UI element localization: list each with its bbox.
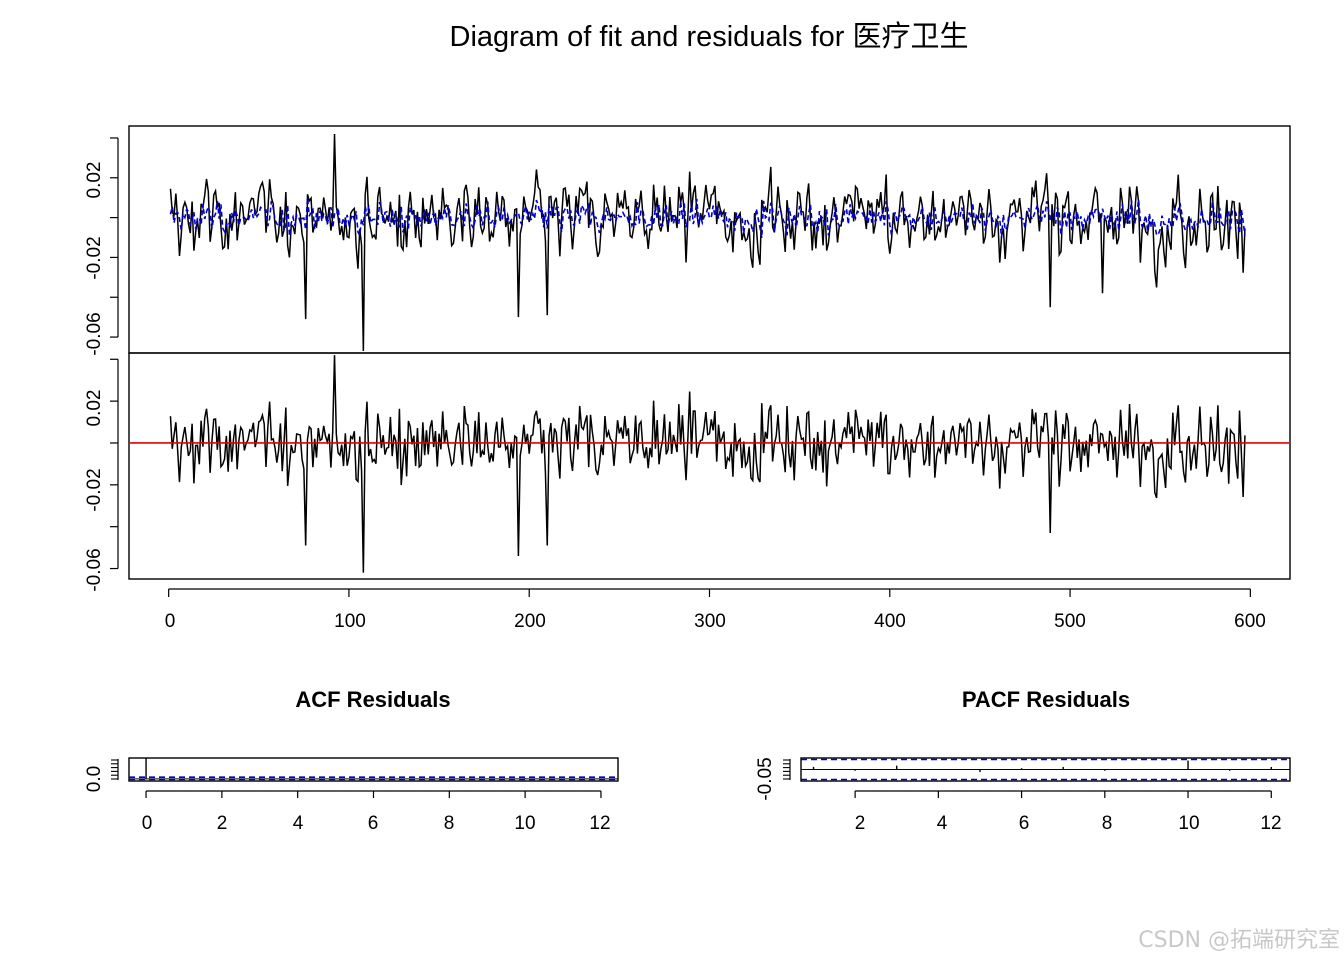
pacf-xtick-label: 10 (1178, 813, 1199, 834)
acf-xtick-label: 0 (142, 813, 153, 834)
res-xtick-label: 600 (1234, 611, 1266, 632)
acf-panel-frame (128, 757, 619, 782)
residuals-line (169, 355, 1246, 573)
fit-ytick-label: 0.02 (84, 162, 105, 199)
res-xtick-label: 400 (874, 611, 906, 632)
pacf-xtick-label: 2 (855, 813, 866, 834)
pacf-ytick-label: -0.05 (755, 757, 776, 800)
pacf-xtick-label: 8 (1102, 813, 1113, 834)
res-ytick-label: -0.02 (84, 468, 105, 511)
fit-actual-line (169, 133, 1246, 352)
acf-xtick-label: 2 (217, 813, 228, 834)
acf-title: ACF Residuals (295, 687, 450, 712)
pacf-panel: PACF Residuals -0.05 2 4 6 8 10 12 (755, 687, 1291, 834)
pacf-xtick-label: 4 (937, 813, 948, 834)
pacf-title: PACF Residuals (962, 687, 1130, 712)
res-xtick-label: 300 (694, 611, 726, 632)
acf-ytick-label: 0.0 (84, 766, 105, 792)
pacf-xtick-label: 12 (1260, 813, 1281, 834)
acf-xtick-label: 12 (589, 813, 610, 834)
pacf-xtick-label: 6 (1019, 813, 1030, 834)
acf-xtick-label: 6 (368, 813, 379, 834)
acf-xtick-label: 10 (514, 813, 535, 834)
fit-ytick-label: -0.02 (84, 236, 105, 279)
res-ytick-label: -0.06 (84, 548, 105, 591)
acf-xtick-label: 4 (293, 813, 304, 834)
residuals-panel: 0.02 -0.02 -0.06 0 100 200 300 400 500 6… (84, 352, 1291, 632)
res-xtick-label: 0 (165, 611, 176, 632)
fit-fitted-line (169, 197, 1246, 238)
acf-xtick-label: 8 (444, 813, 455, 834)
fit-ytick-label: -0.06 (84, 312, 105, 355)
acf-panel: ACF Residuals 0.0 0 2 4 6 8 10 12 (84, 687, 619, 834)
residuals-panel-frame (128, 352, 1291, 580)
res-xtick-label: 500 (1054, 611, 1086, 632)
res-ytick-label: 0.02 (84, 390, 105, 427)
watermark: CSDN @拓端研究室 (1138, 928, 1340, 953)
figure-title: Diagram of fit and residuals for 医疗卫生 (450, 20, 969, 53)
res-xtick-label: 100 (334, 611, 366, 632)
res-xtick-label: 200 (514, 611, 546, 632)
